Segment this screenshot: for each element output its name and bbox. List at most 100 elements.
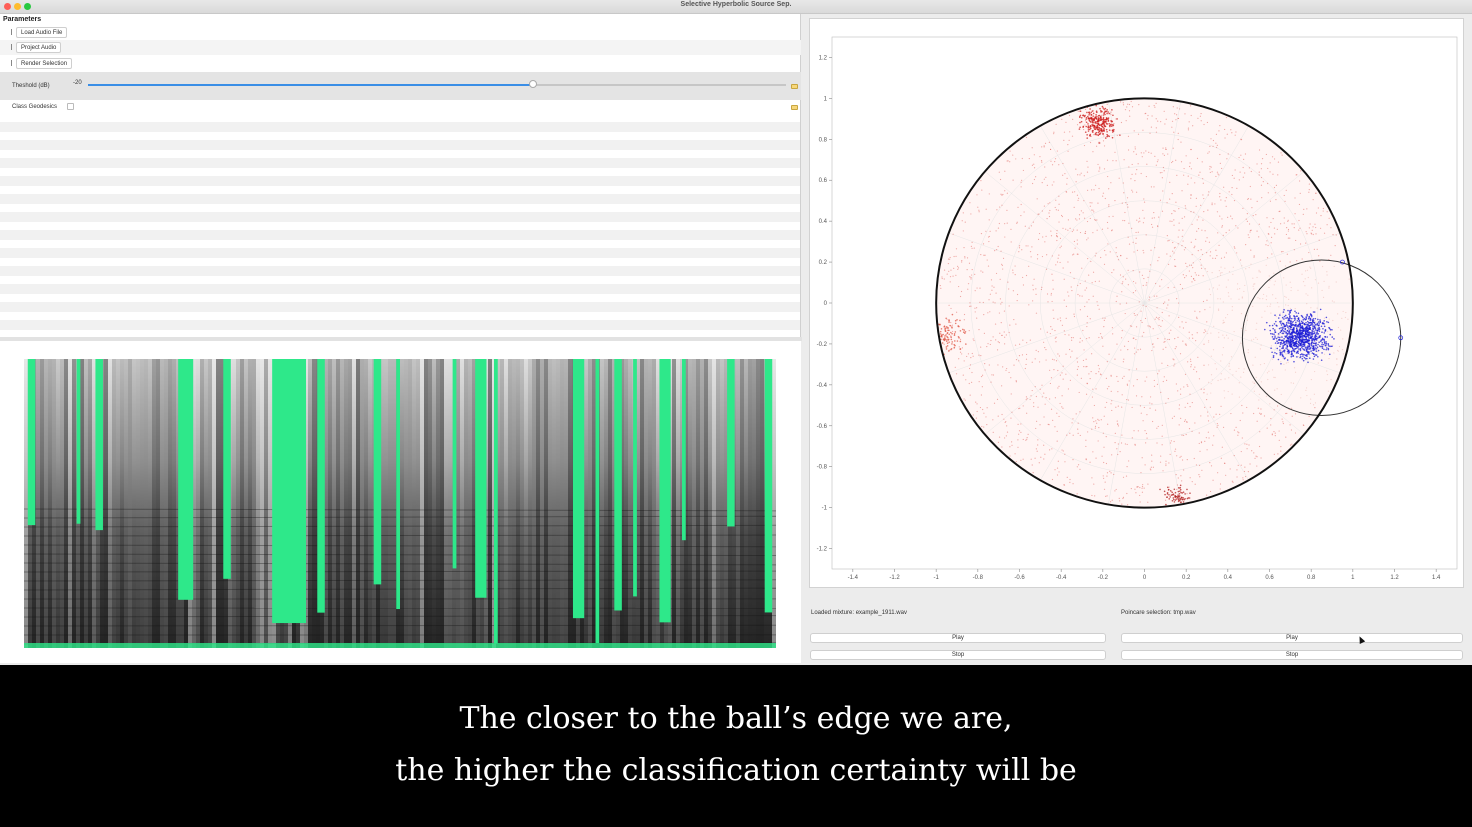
data-point bbox=[1031, 147, 1033, 149]
data-point bbox=[1332, 344, 1334, 346]
data-point bbox=[1283, 350, 1286, 353]
data-point bbox=[1096, 111, 1098, 114]
data-point bbox=[1107, 175, 1109, 178]
data-point bbox=[1204, 230, 1206, 232]
threshold-slider-knob[interactable] bbox=[528, 80, 537, 88]
data-point bbox=[1067, 229, 1069, 231]
data-point bbox=[1243, 290, 1245, 293]
data-point bbox=[1326, 271, 1328, 273]
data-point bbox=[996, 398, 999, 400]
class-geodesics-checkbox[interactable] bbox=[67, 103, 74, 110]
data-point bbox=[1176, 455, 1178, 457]
data-point bbox=[1098, 114, 1101, 117]
data-point bbox=[970, 278, 972, 280]
play-selection-button[interactable]: Play bbox=[1121, 633, 1463, 643]
data-point bbox=[1292, 344, 1295, 347]
data-point bbox=[1207, 420, 1210, 422]
data-point bbox=[1235, 131, 1237, 133]
data-point bbox=[1194, 245, 1196, 247]
data-point bbox=[1201, 161, 1203, 163]
data-point bbox=[942, 338, 945, 340]
data-point bbox=[1096, 128, 1099, 131]
data-point bbox=[1283, 363, 1285, 365]
data-point bbox=[1223, 256, 1226, 258]
data-point bbox=[970, 357, 972, 359]
data-point bbox=[1205, 437, 1207, 439]
data-point bbox=[1279, 312, 1281, 314]
highlight-column bbox=[764, 359, 773, 613]
data-point bbox=[1336, 358, 1338, 360]
data-point bbox=[1117, 453, 1119, 456]
close-window-button[interactable] bbox=[4, 3, 11, 10]
data-point bbox=[1310, 336, 1312, 338]
threshold-slider[interactable] bbox=[88, 80, 786, 88]
data-point bbox=[1033, 163, 1035, 165]
data-point bbox=[1171, 161, 1173, 164]
data-point bbox=[1309, 266, 1311, 268]
data-point bbox=[1198, 174, 1200, 176]
data-point bbox=[995, 292, 997, 294]
data-point bbox=[1065, 191, 1068, 193]
data-point bbox=[1279, 353, 1282, 355]
data-point bbox=[1329, 328, 1332, 331]
stop-selection-button[interactable]: Stop bbox=[1121, 650, 1463, 660]
poincare-disk-plot[interactable]: -1.4 -1.2 -1 -0.8 -0.6 -0.4 -0.2 0 0.2 0.4 0.6 0.8 1… bbox=[810, 19, 1465, 589]
data-point bbox=[1317, 207, 1319, 209]
data-point bbox=[1313, 330, 1315, 333]
data-point bbox=[1095, 388, 1097, 390]
data-point bbox=[1053, 131, 1055, 133]
data-point bbox=[1128, 380, 1130, 382]
data-point bbox=[1137, 231, 1139, 233]
play-mixture-button[interactable]: Play bbox=[810, 633, 1106, 643]
data-point bbox=[1310, 232, 1312, 234]
data-point bbox=[967, 283, 970, 285]
data-point bbox=[986, 345, 988, 348]
data-point bbox=[1256, 163, 1258, 165]
data-point bbox=[963, 329, 966, 331]
minimize-window-button[interactable] bbox=[14, 3, 21, 10]
data-point bbox=[1104, 481, 1106, 483]
data-point bbox=[1031, 361, 1033, 363]
zoom-window-button[interactable] bbox=[24, 3, 31, 10]
pane-splitter[interactable] bbox=[0, 337, 802, 341]
data-point bbox=[1059, 317, 1061, 319]
data-point bbox=[939, 330, 942, 333]
data-point bbox=[1301, 258, 1303, 260]
data-point bbox=[946, 342, 949, 344]
data-point bbox=[1172, 241, 1174, 244]
data-point bbox=[1258, 399, 1260, 401]
data-point bbox=[1178, 229, 1180, 231]
keyframe-icon[interactable] bbox=[791, 105, 798, 110]
data-point bbox=[1102, 126, 1104, 128]
load-audio-button[interactable]: Load Audio File bbox=[16, 27, 68, 38]
data-point bbox=[1169, 198, 1171, 200]
keyframe-icon[interactable] bbox=[791, 84, 798, 89]
data-point bbox=[1120, 442, 1123, 444]
data-point bbox=[1222, 319, 1224, 321]
data-point bbox=[1080, 210, 1082, 212]
data-point bbox=[1107, 111, 1110, 113]
data-point bbox=[1238, 382, 1240, 384]
data-point bbox=[1268, 275, 1270, 277]
data-point bbox=[1152, 343, 1154, 346]
class-geodesics-label: Class Geodesics bbox=[12, 104, 58, 110]
data-point bbox=[1161, 444, 1163, 446]
data-point bbox=[1037, 253, 1039, 256]
data-point bbox=[1182, 340, 1184, 342]
spectrogram-image[interactable] bbox=[24, 359, 776, 648]
data-point bbox=[1225, 474, 1227, 476]
data-point bbox=[1067, 150, 1069, 152]
render-selection-button[interactable]: Render Selection bbox=[16, 58, 73, 69]
data-point bbox=[1160, 121, 1162, 123]
data-point bbox=[1246, 406, 1248, 409]
data-point bbox=[1121, 434, 1123, 436]
data-point bbox=[1173, 488, 1176, 491]
data-point bbox=[1071, 191, 1074, 193]
data-point bbox=[1183, 386, 1185, 388]
project-audio-button[interactable]: Project Audio bbox=[16, 42, 62, 53]
data-point bbox=[1154, 409, 1157, 411]
data-point bbox=[1298, 344, 1300, 347]
data-point bbox=[1200, 249, 1202, 251]
stop-mixture-button[interactable]: Stop bbox=[810, 650, 1106, 660]
data-point bbox=[1011, 444, 1013, 446]
